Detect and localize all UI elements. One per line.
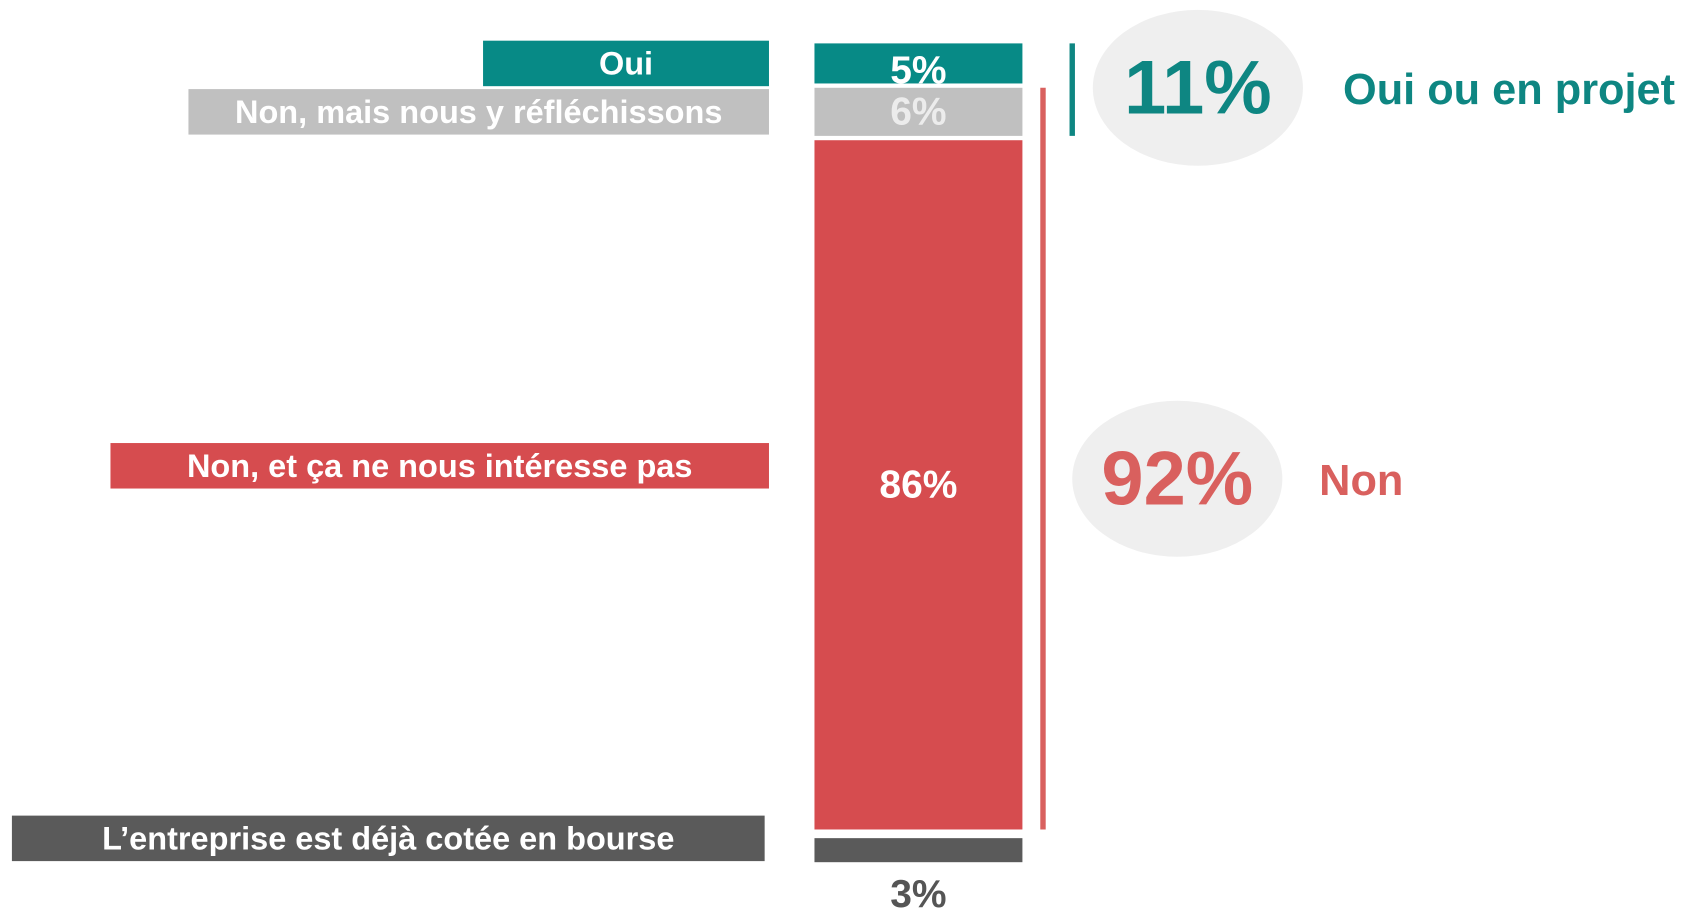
value-label: 3% [890,873,946,911]
summary-bubble [1092,9,1303,166]
summary-value: 11% [1124,45,1272,130]
category-label: Non, mais nous y réfléchissons [235,94,722,130]
category-label-bg [110,443,769,489]
bar-segment [814,87,1023,136]
value-label: 6% [890,90,946,133]
summary-label: Non [1319,457,1403,505]
category-label-bg [188,89,769,135]
category-label-bg [11,815,765,862]
bar-segment [814,140,1023,830]
summary-label: Oui ou en projet [1343,66,1675,114]
category-label: Oui [599,45,653,81]
summary-bubble [1072,400,1283,557]
bar-segment [814,838,1023,863]
value-label: 86% [879,463,957,506]
category-label: L’entreprise est déjà cotée en bourse [102,820,674,856]
value-label: 5% [890,49,946,92]
bar-segment [814,43,1023,84]
category-label: Non, et ça ne nous intéresse pas [187,448,692,484]
category-label-bg [483,40,769,87]
summary-value: 92% [1101,436,1253,521]
